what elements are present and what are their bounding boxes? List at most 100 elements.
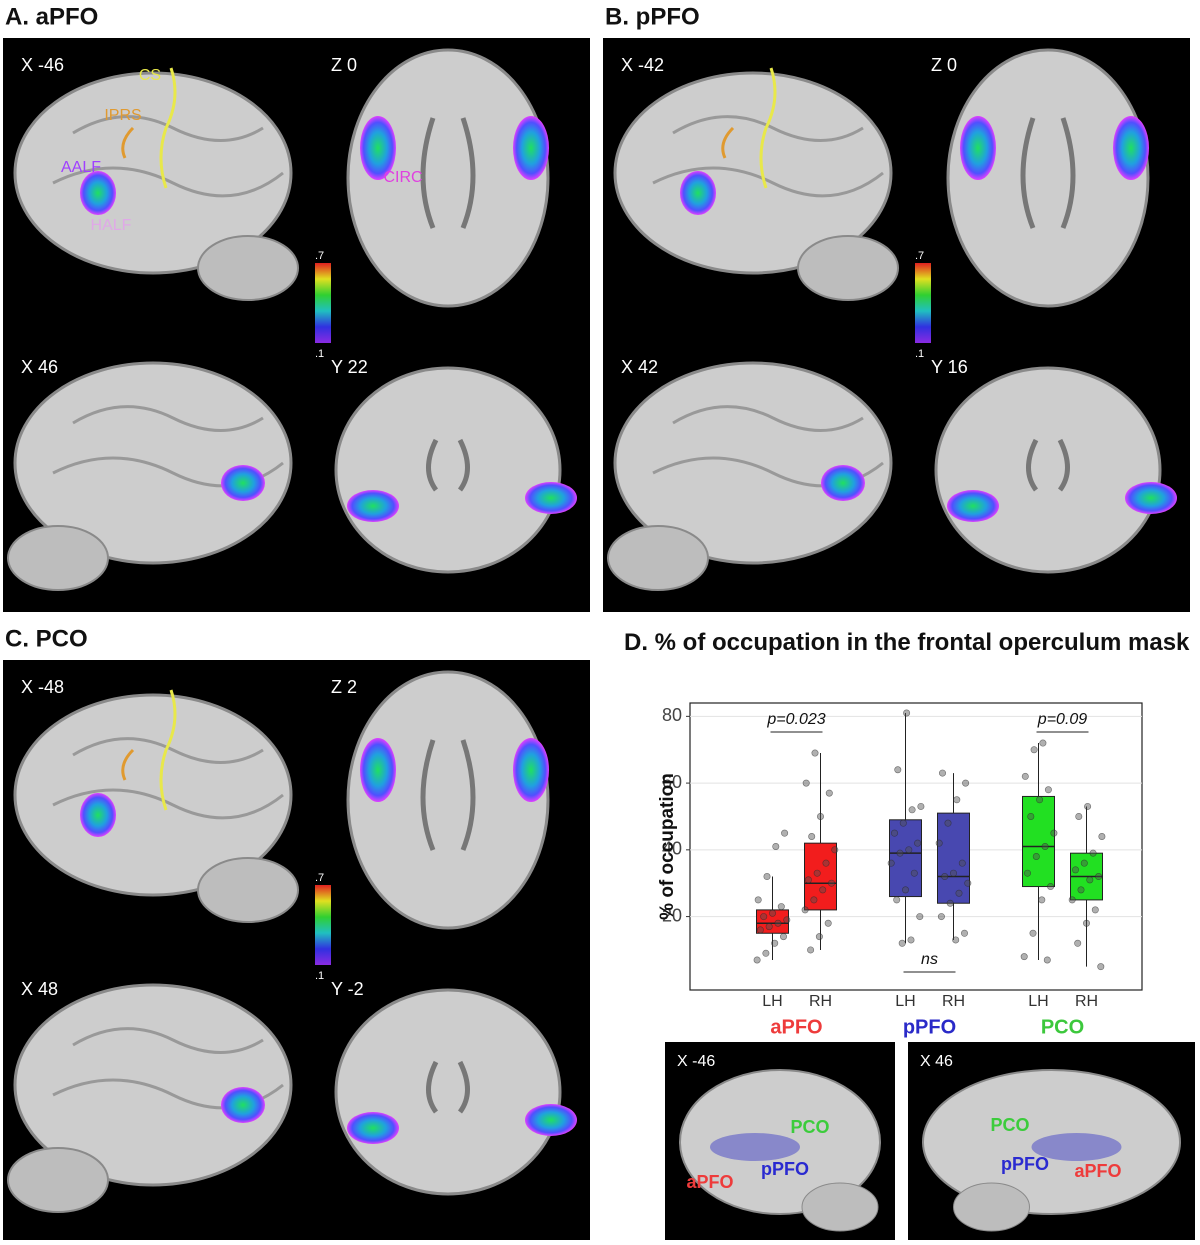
data-point <box>908 806 916 814</box>
significance-label: ns <box>921 951 938 968</box>
region-label: aPFO <box>1074 1161 1121 1181</box>
box <box>804 842 837 911</box>
activation-blob <box>513 116 549 180</box>
data-point <box>917 802 925 810</box>
brain-slice <box>613 71 893 275</box>
data-point <box>753 956 761 964</box>
brain-slice <box>934 366 1162 574</box>
data-point <box>899 819 907 827</box>
box <box>1022 795 1055 888</box>
colorbar <box>315 263 331 343</box>
data-point <box>804 876 812 884</box>
data-point <box>955 889 963 897</box>
data-point <box>1030 746 1038 754</box>
data-point <box>914 839 922 847</box>
data-point <box>953 796 961 804</box>
x-tick-label: RH <box>942 993 965 1010</box>
data-point <box>1089 849 1097 857</box>
data-point <box>811 749 819 757</box>
activation-blob <box>513 738 549 802</box>
data-point <box>1020 953 1028 961</box>
data-point <box>958 859 966 867</box>
data-point <box>756 926 764 934</box>
slice-label: Y 16 <box>931 357 968 377</box>
cerebellum <box>7 525 109 591</box>
data-point <box>937 913 945 921</box>
data-point <box>1032 853 1040 861</box>
cerebellum <box>7 1147 109 1213</box>
data-point <box>1086 876 1094 884</box>
data-point <box>765 923 773 931</box>
region-label: aPFO <box>686 1172 733 1192</box>
brain-slice <box>13 71 293 275</box>
data-point <box>1029 929 1037 937</box>
slice-label: Z 2 <box>331 677 357 697</box>
slice-label: X 46 <box>920 1053 953 1070</box>
brain-slice <box>946 48 1150 308</box>
chart-title: D. % of occupation in the frontal opercu… <box>624 629 1190 656</box>
colorbar-label: .7 <box>315 250 324 262</box>
activation-blob <box>347 490 399 522</box>
data-point <box>896 849 904 857</box>
brain-slice <box>334 988 562 1196</box>
cs-line <box>759 67 777 189</box>
brain-slice <box>13 983 293 1187</box>
data-point <box>774 919 782 927</box>
significance-label: p=0.09 <box>1037 711 1087 728</box>
data-point <box>1098 832 1106 840</box>
data-point <box>907 936 915 944</box>
panel-title: B. pPFO <box>605 3 700 30</box>
data-point <box>1091 906 1099 914</box>
activation-blob <box>221 465 265 501</box>
x-tick-label: LH <box>895 993 915 1010</box>
activation-blob <box>1125 482 1177 514</box>
data-point <box>1080 859 1088 867</box>
y-tick-label: 40 <box>662 839 682 859</box>
data-point <box>893 896 901 904</box>
region-label: pPFO <box>761 1159 809 1179</box>
panel-title: A. aPFO <box>5 3 98 30</box>
data-point <box>964 879 972 887</box>
data-point <box>783 916 791 924</box>
ventricles <box>1020 117 1076 229</box>
brain-slice <box>13 361 293 565</box>
y-tick-label: 60 <box>662 772 682 792</box>
data-point <box>771 939 779 947</box>
data-point <box>938 769 946 777</box>
slice-label: Z 0 <box>931 55 957 75</box>
brain-slice <box>13 693 293 897</box>
data-point <box>949 869 957 877</box>
data-point <box>946 899 954 907</box>
data-point <box>890 829 898 837</box>
data-point <box>1075 812 1083 820</box>
data-point <box>894 766 902 774</box>
region-label: pPFO <box>1001 1154 1049 1174</box>
data-point <box>763 873 771 881</box>
data-point <box>1095 873 1103 881</box>
data-point <box>944 819 952 827</box>
activation-blob <box>221 1087 265 1123</box>
slice-label: X 42 <box>621 357 658 377</box>
sulci <box>52 115 284 198</box>
data-point <box>816 812 824 820</box>
data-point <box>1039 739 1047 747</box>
colorbar-label: .7 <box>315 872 324 884</box>
data-point <box>1021 772 1029 780</box>
region-label: IPRS <box>104 107 141 124</box>
cerebellum <box>607 525 709 591</box>
data-point <box>1047 883 1055 891</box>
data-point <box>1041 842 1049 850</box>
activation-blob <box>360 738 396 802</box>
data-point <box>760 913 768 921</box>
region-label: CIRC <box>383 169 422 186</box>
ventricles <box>426 1060 470 1114</box>
data-point <box>831 846 839 854</box>
cerebellum <box>197 857 299 923</box>
data-point <box>762 949 770 957</box>
data-point <box>1074 939 1082 947</box>
data-point <box>960 929 968 937</box>
activation-blob <box>360 116 396 180</box>
data-point <box>781 829 789 837</box>
data-point <box>777 903 785 911</box>
data-point <box>1024 869 1032 877</box>
